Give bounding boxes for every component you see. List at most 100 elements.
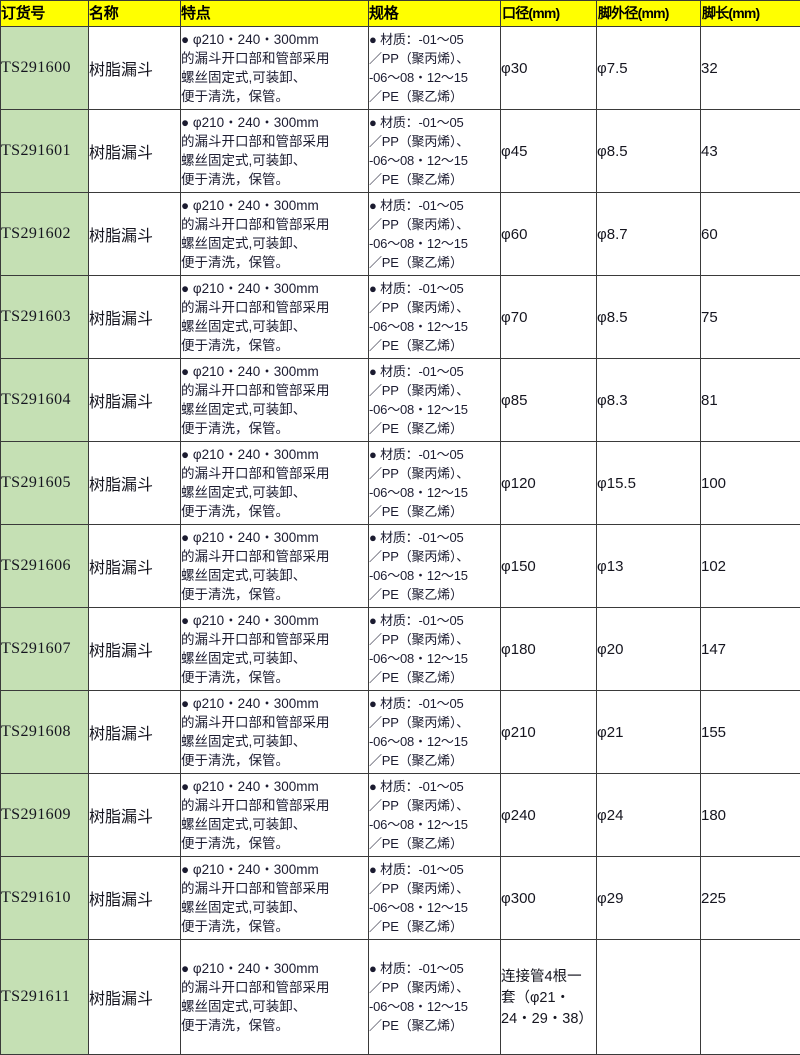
spec-line: ● 材质：-01～05 <box>369 530 464 545</box>
cell-spec: ● 材质：-01～05 ／PP（聚丙烯）、 -06～08・12～15 ／PE（聚乙烯） <box>368 607 501 691</box>
feature-line: 螺丝固定式,可装卸、 <box>181 568 307 583</box>
feature-line: ● φ210・240・300mm <box>181 364 319 379</box>
cell-bore: φ240 <box>500 773 597 857</box>
cell-bore: 连接管4根一套（φ21・24・29・38） <box>500 939 597 1055</box>
cell-foot-outer-dia: φ24 <box>596 773 701 857</box>
feature-line: 的漏斗开口部和管部采用 <box>181 300 330 315</box>
feature-line: 便于清洗，保管。 <box>181 587 289 602</box>
feature-line: ● φ210・240・300mm <box>181 862 319 877</box>
cell-features: ● φ210・240・300mm 的漏斗开口部和管部采用 螺丝固定式,可装卸、 便于清… <box>180 275 369 359</box>
spec-line: ● 材质：-01～05 <box>369 779 464 794</box>
column-header-spec: 规格 <box>368 0 501 27</box>
table-header-row: 订货号 名称 特点 规格 口径(mm) 脚外径(mm) 脚长(mm) <box>0 0 800 27</box>
cell-spec: ● 材质：-01～05 ／PP（聚丙烯）、 -06～08・12～15 ／PE（聚乙烯） <box>368 26 501 110</box>
cell-foot-length: 60 <box>700 192 800 276</box>
column-header-bore: 口径(mm) <box>500 0 597 27</box>
cell-spec: ● 材质：-01～05 ／PP（聚丙烯）、 -06～08・12～15 ／PE（聚乙烯） <box>368 939 501 1055</box>
spec-line: -06～08・12～15 <box>369 402 468 417</box>
table-row: TS291603 树脂漏斗 ● φ210・240・300mm 的漏斗开口部和管部采用螺… <box>0 275 800 359</box>
cell-order-no: TS291605 <box>0 441 89 525</box>
spec-line: ／PP（聚丙烯）、 <box>369 300 470 315</box>
spec-line: -06～08・12～15 <box>369 734 468 749</box>
feature-line: ● φ210・240・300mm <box>181 281 319 296</box>
spec-line: ／PE（聚乙烯） <box>369 338 463 353</box>
spec-line: ／PP（聚丙烯）、 <box>369 632 470 647</box>
cell-bore: φ210 <box>500 690 597 774</box>
spec-line: ／PE（聚乙烯） <box>369 836 463 851</box>
cell-spec: ● 材质：-01～05 ／PP（聚丙烯）、 -06～08・12～15 ／PE（聚乙烯） <box>368 524 501 608</box>
cell-foot-length: 32 <box>700 26 800 110</box>
table-row: TS291610 树脂漏斗 ● φ210・240・300mm 的漏斗开口部和管部采用螺… <box>0 856 800 940</box>
cell-spec: ● 材质：-01～05 ／PP（聚丙烯）、 -06～08・12～15 ／PE（聚乙烯） <box>368 856 501 940</box>
spec-line: ● 材质：-01～05 <box>369 115 464 130</box>
spec-line: ／PE（聚乙烯） <box>369 587 463 602</box>
cell-bore: φ70 <box>500 275 597 359</box>
feature-line: ● φ210・240・300mm <box>181 613 319 628</box>
feature-line: 的漏斗开口部和管部采用 <box>181 632 330 647</box>
spec-line: ／PE（聚乙烯） <box>369 255 463 270</box>
table-row: TS291601 树脂漏斗 ● φ210・240・300mm 的漏斗开口部和管部采用螺… <box>0 109 800 193</box>
spec-line: -06～08・12～15 <box>369 651 468 666</box>
cell-bore: φ150 <box>500 524 597 608</box>
cell-foot-outer-dia: φ8.5 <box>596 275 701 359</box>
feature-line: 的漏斗开口部和管部采用 <box>181 549 330 564</box>
feature-line: 便于清洗，保管。 <box>181 919 289 934</box>
cell-foot-length: 180 <box>700 773 800 857</box>
table-row: TS291608 树脂漏斗 ● φ210・240・300mm 的漏斗开口部和管部采用螺… <box>0 690 800 774</box>
cell-foot-length: 81 <box>700 358 800 442</box>
cell-foot-length: 147 <box>700 607 800 691</box>
feature-line: 便于清洗，保管。 <box>181 255 289 270</box>
feature-line: 螺丝固定式,可装卸、 <box>181 485 307 500</box>
feature-line: ● φ210・240・300mm <box>181 115 319 130</box>
cell-order-no: TS291610 <box>0 856 89 940</box>
feature-line: 的漏斗开口部和管部采用 <box>181 715 330 730</box>
feature-line: 螺丝固定式,可装卸、 <box>181 153 307 168</box>
table-row: TS291605 树脂漏斗 ● φ210・240・300mm 的漏斗开口部和管部采用螺… <box>0 441 800 525</box>
spec-line: ／PE（聚乙烯） <box>369 919 463 934</box>
spec-line: ／PP（聚丙烯）、 <box>369 980 470 995</box>
feature-line: 螺丝固定式,可装卸、 <box>181 319 307 334</box>
cell-order-no: TS291606 <box>0 524 89 608</box>
cell-bore: φ300 <box>500 856 597 940</box>
cell-spec: ● 材质：-01～05 ／PP（聚丙烯）、 -06～08・12～15 ／PE（聚乙烯） <box>368 275 501 359</box>
column-header-order-no: 订货号 <box>0 0 89 27</box>
spec-line: ● 材质：-01～05 <box>369 281 464 296</box>
column-header-name: 名称 <box>88 0 181 27</box>
table-body: TS291600 树脂漏斗 ● φ210・240・300mm 的漏斗开口部和管部采用螺… <box>0 26 800 1055</box>
cell-bore: φ180 <box>500 607 597 691</box>
spec-line: ● 材质：-01～05 <box>369 32 464 47</box>
cell-bore: φ45 <box>500 109 597 193</box>
feature-line: ● φ210・240・300mm <box>181 530 319 545</box>
spec-line: ／PP（聚丙烯）、 <box>369 466 470 481</box>
table-row: TS291609 树脂漏斗 ● φ210・240・300mm 的漏斗开口部和管部采用螺… <box>0 773 800 857</box>
spec-line: ／PE（聚乙烯） <box>369 421 463 436</box>
feature-line: ● φ210・240・300mm <box>181 779 319 794</box>
cell-name: 树脂漏斗 <box>88 939 181 1055</box>
feature-line: 螺丝固定式,可装卸、 <box>181 236 307 251</box>
feature-line: 便于清洗，保管。 <box>181 172 289 187</box>
spec-line: -06～08・12～15 <box>369 70 468 85</box>
cell-foot-length: 155 <box>700 690 800 774</box>
feature-line: 的漏斗开口部和管部采用 <box>181 798 330 813</box>
cell-foot-length: 100 <box>700 441 800 525</box>
spec-line: -06～08・12～15 <box>369 817 468 832</box>
cell-name: 树脂漏斗 <box>88 524 181 608</box>
spec-line: ／PE（聚乙烯） <box>369 753 463 768</box>
cell-order-no: TS291603 <box>0 275 89 359</box>
cell-name: 树脂漏斗 <box>88 109 181 193</box>
feature-line: 便于清洗，保管。 <box>181 836 289 851</box>
feature-line: ● φ210・240・300mm <box>181 198 319 213</box>
feature-line: 便于清洗，保管。 <box>181 504 289 519</box>
cell-order-no: TS291609 <box>0 773 89 857</box>
cell-name: 树脂漏斗 <box>88 26 181 110</box>
spec-line: ● 材质：-01～05 <box>369 198 464 213</box>
cell-features: ● φ210・240・300mm 的漏斗开口部和管部采用 螺丝固定式,可装卸、 便于清… <box>180 524 369 608</box>
feature-line: 螺丝固定式,可装卸、 <box>181 817 307 832</box>
spec-line: ● 材质：-01～05 <box>369 447 464 462</box>
spec-line: ／PP（聚丙烯）、 <box>369 383 470 398</box>
cell-foot-outer-dia: φ8.3 <box>596 358 701 442</box>
cell-foot-length: 75 <box>700 275 800 359</box>
cell-order-no: TS291601 <box>0 109 89 193</box>
table-row: TS291600 树脂漏斗 ● φ210・240・300mm 的漏斗开口部和管部采用螺… <box>0 26 800 110</box>
